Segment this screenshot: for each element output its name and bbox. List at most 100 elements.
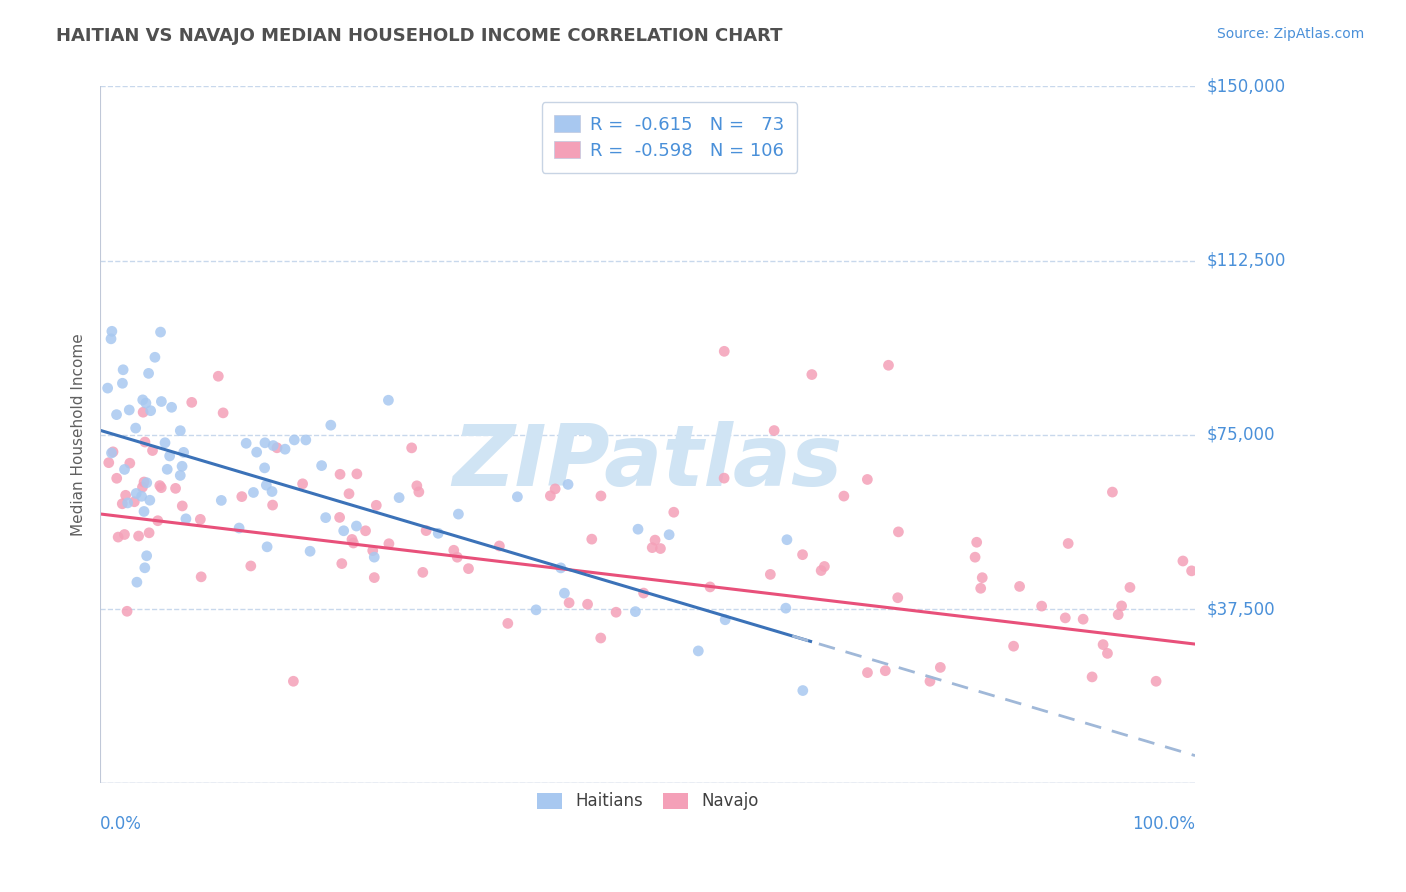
Text: $75,000: $75,000 [1206, 426, 1275, 444]
Point [581, 532, 603, 546]
Point [644, 533, 666, 548]
Point [291, 476, 314, 491]
Point [329, 510, 352, 524]
Point [138, 367, 160, 381]
Point [443, 543, 465, 558]
Point [156, 462, 179, 476]
Point [114, 527, 136, 541]
Point [557, 477, 579, 491]
Point [800, 368, 823, 382]
Point [1181, 564, 1204, 578]
Point [363, 571, 385, 585]
Point [118, 403, 141, 417]
Point [714, 613, 737, 627]
Point [132, 405, 155, 419]
Point [105, 408, 128, 422]
Text: Source: ZipAtlas.com: Source: ZipAtlas.com [1216, 27, 1364, 41]
Text: ZIPatlas: ZIPatlas [453, 421, 842, 504]
Point [1071, 612, 1094, 626]
Point [114, 462, 136, 476]
Point [111, 376, 134, 391]
Point [329, 467, 352, 482]
Point [346, 467, 368, 481]
Point [134, 435, 156, 450]
Point [792, 548, 814, 562]
Y-axis label: Median Household Income: Median Household Income [72, 334, 86, 536]
Point [246, 445, 269, 459]
Point [544, 482, 567, 496]
Point [315, 510, 337, 524]
Point [141, 443, 163, 458]
Point [256, 540, 278, 554]
Point [124, 421, 146, 435]
Point [135, 396, 157, 410]
Point [242, 485, 264, 500]
Point [169, 468, 191, 483]
Point [553, 586, 575, 600]
Point [97, 456, 120, 470]
Point [134, 561, 156, 575]
Point [135, 549, 157, 563]
Point [813, 559, 835, 574]
Text: $37,500: $37,500 [1206, 600, 1275, 618]
Point [139, 403, 162, 417]
Point [792, 683, 814, 698]
Point [131, 489, 153, 503]
Point [128, 529, 150, 543]
Point [589, 631, 612, 645]
Point [627, 522, 650, 536]
Point [274, 442, 297, 457]
Text: 0.0%: 0.0% [100, 815, 142, 833]
Point [105, 471, 128, 485]
Point [143, 351, 166, 365]
Point [388, 491, 411, 505]
Point [132, 475, 155, 489]
Point [100, 332, 122, 346]
Point [633, 586, 655, 600]
Point [1107, 607, 1129, 622]
Point [253, 435, 276, 450]
Point [231, 490, 253, 504]
Point [212, 406, 235, 420]
Point [887, 591, 910, 605]
Point [235, 436, 257, 450]
Point [165, 481, 187, 495]
Point [209, 493, 232, 508]
Point [228, 521, 250, 535]
Point [111, 497, 134, 511]
Point [524, 603, 547, 617]
Point [658, 527, 681, 541]
Point [337, 487, 360, 501]
Point [713, 344, 735, 359]
Point [146, 514, 169, 528]
Point [832, 489, 855, 503]
Point [875, 664, 897, 678]
Point [173, 445, 195, 459]
Point [139, 493, 162, 508]
Point [160, 401, 183, 415]
Point [138, 525, 160, 540]
Point [150, 394, 173, 409]
Point [125, 575, 148, 590]
Point [538, 489, 561, 503]
Point [346, 519, 368, 533]
Point [576, 597, 599, 611]
Point [776, 533, 799, 547]
Point [180, 395, 202, 409]
Point [132, 392, 155, 407]
Point [174, 512, 197, 526]
Point [100, 446, 122, 460]
Point [115, 604, 138, 618]
Point [775, 601, 797, 615]
Point [408, 484, 430, 499]
Point [401, 441, 423, 455]
Point [377, 393, 399, 408]
Point [131, 480, 153, 494]
Point [107, 530, 129, 544]
Point [412, 566, 434, 580]
Point [447, 507, 470, 521]
Point [688, 644, 710, 658]
Point [427, 526, 450, 541]
Point [283, 433, 305, 447]
Point [446, 550, 468, 565]
